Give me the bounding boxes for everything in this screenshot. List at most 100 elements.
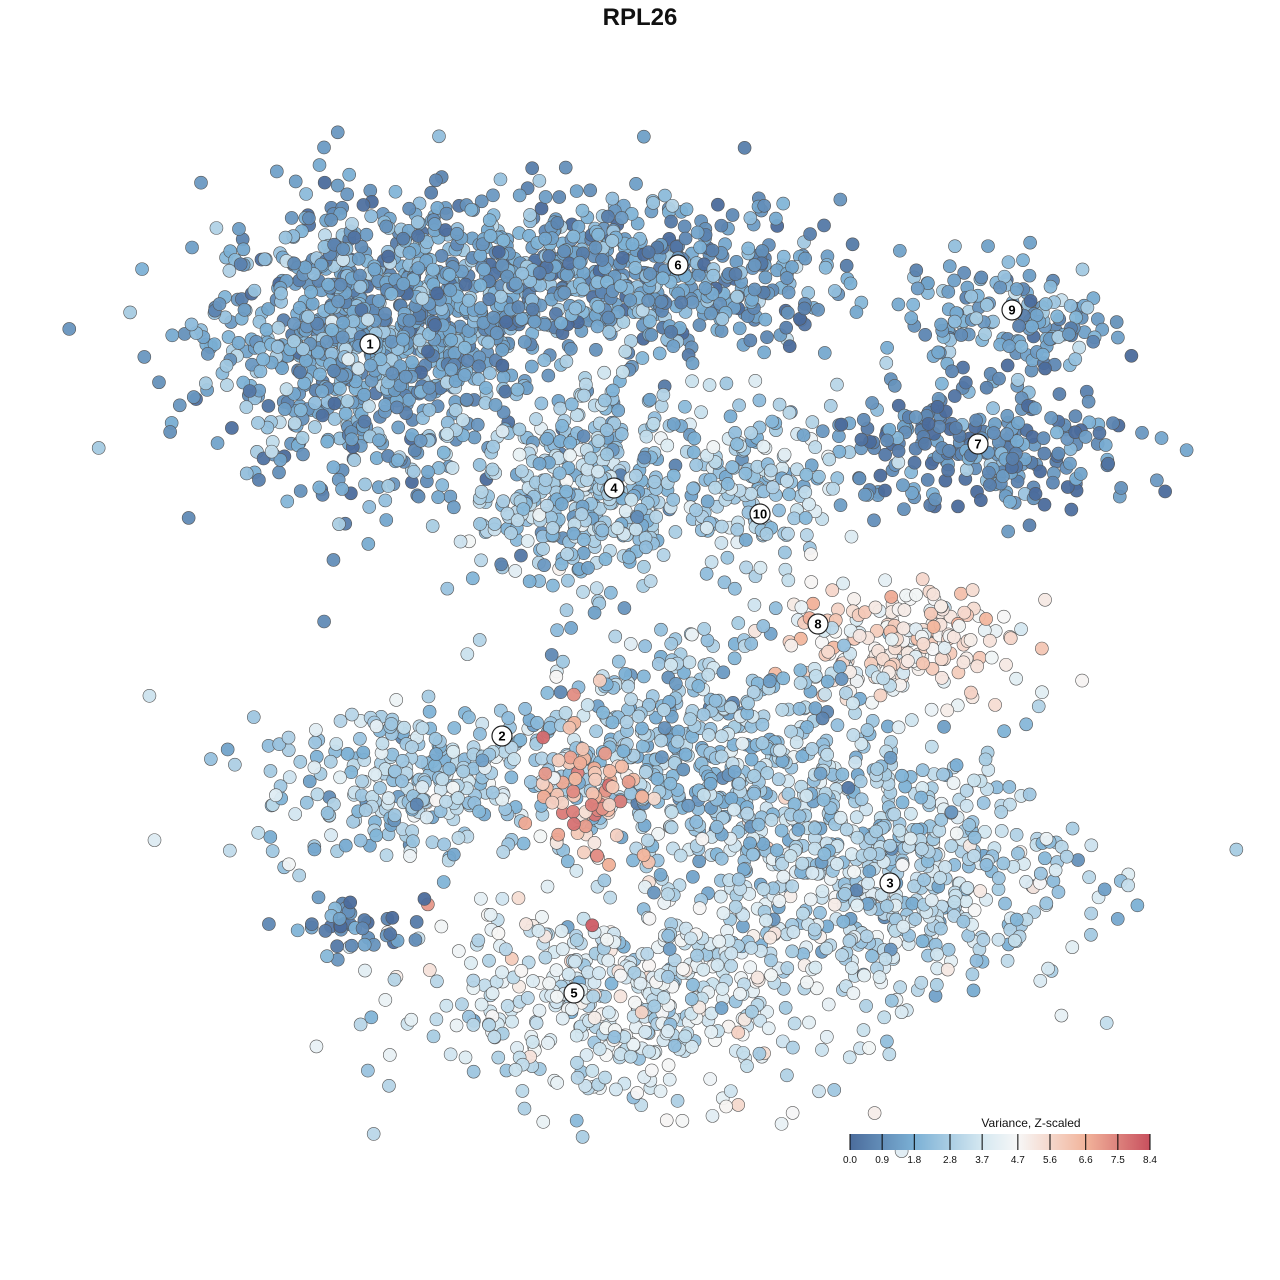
data-point — [332, 517, 346, 531]
data-point — [473, 278, 488, 293]
data-point — [1023, 235, 1037, 250]
data-point — [1114, 481, 1128, 495]
data-point — [808, 701, 823, 715]
data-point — [908, 912, 923, 926]
data-point — [256, 352, 270, 367]
data-point — [967, 773, 981, 788]
data-point — [247, 283, 262, 298]
data-point — [583, 183, 598, 198]
data-point — [792, 809, 807, 824]
data-point — [686, 870, 700, 884]
data-point — [447, 847, 461, 862]
data-point — [1150, 473, 1164, 488]
data-point — [954, 586, 968, 601]
data-point — [728, 267, 743, 281]
data-point — [340, 187, 354, 202]
data-point — [711, 197, 725, 212]
data-point — [738, 466, 753, 481]
data-point — [354, 303, 369, 317]
data-point — [867, 513, 881, 528]
data-point — [383, 927, 398, 941]
legend-tick-label: 5.6 — [1043, 1155, 1057, 1166]
data-point — [817, 346, 832, 360]
data-point — [62, 322, 77, 336]
data-point — [324, 828, 338, 842]
data-point — [817, 218, 831, 233]
data-point — [411, 229, 425, 243]
data-point — [570, 1056, 584, 1070]
data-point — [1084, 838, 1099, 853]
data-point — [815, 424, 830, 439]
data-point — [1039, 831, 1054, 846]
data-point — [934, 599, 948, 614]
data-point — [273, 453, 288, 467]
data-point — [562, 720, 577, 735]
data-point — [636, 848, 651, 862]
data-point — [809, 669, 823, 683]
data-point — [941, 285, 956, 299]
data-point — [310, 787, 325, 802]
data-point — [290, 923, 305, 938]
data-point — [876, 671, 890, 686]
data-point — [661, 1058, 676, 1072]
data-point — [317, 140, 331, 155]
data-point — [765, 480, 780, 495]
data-point — [344, 938, 359, 953]
data-point — [541, 1036, 555, 1050]
data-point — [1073, 467, 1088, 481]
data-point — [447, 500, 461, 515]
cluster-label-text: 8 — [814, 617, 821, 632]
data-point — [372, 294, 386, 308]
data-point — [715, 982, 730, 996]
data-point — [142, 689, 157, 703]
data-point — [839, 258, 854, 273]
data-point — [787, 511, 801, 526]
data-point — [210, 436, 225, 450]
data-point — [485, 785, 500, 800]
data-point — [947, 389, 962, 403]
data-point — [415, 291, 430, 306]
data-point — [687, 431, 702, 446]
data-point — [387, 972, 402, 987]
data-point — [422, 704, 437, 719]
data-point — [781, 305, 795, 320]
data-point — [1064, 502, 1079, 517]
data-point — [834, 672, 849, 686]
data-point — [745, 1004, 759, 1019]
data-point — [826, 481, 840, 496]
data-point — [592, 966, 606, 980]
data-point — [585, 918, 600, 933]
data-point — [357, 937, 372, 952]
data-point — [637, 669, 651, 684]
data-point — [411, 261, 426, 275]
data-point — [959, 375, 973, 390]
data-point — [466, 1064, 481, 1079]
data-point — [719, 1099, 733, 1114]
data-point — [515, 1084, 530, 1098]
data-point — [660, 438, 675, 453]
data-point — [293, 755, 308, 769]
data-point — [405, 355, 419, 370]
data-point — [330, 939, 344, 954]
data-point — [608, 629, 623, 644]
data-point — [654, 622, 668, 637]
data-point — [602, 325, 617, 339]
data-point — [747, 258, 762, 272]
data-point — [1022, 787, 1037, 802]
data-point — [892, 823, 907, 838]
data-point — [540, 498, 554, 513]
data-point — [695, 832, 710, 846]
data-point — [308, 420, 322, 434]
data-point — [759, 527, 774, 541]
data-point — [373, 352, 388, 367]
data-point — [759, 913, 773, 928]
data-point — [541, 368, 556, 383]
data-point — [605, 234, 619, 248]
data-point — [924, 702, 939, 717]
data-point — [907, 455, 922, 470]
data-point — [385, 910, 400, 925]
data-point — [705, 1109, 720, 1123]
data-point — [705, 243, 720, 258]
data-point — [274, 286, 288, 301]
data-point — [601, 1005, 616, 1020]
